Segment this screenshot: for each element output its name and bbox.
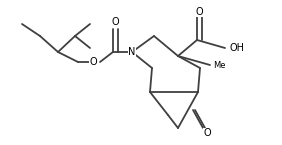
Text: N: N bbox=[128, 47, 136, 57]
Text: OH: OH bbox=[229, 43, 244, 53]
Text: O: O bbox=[111, 17, 119, 27]
Text: O: O bbox=[89, 57, 97, 67]
Text: Me: Me bbox=[213, 60, 226, 69]
Text: O: O bbox=[195, 7, 203, 17]
Text: O: O bbox=[203, 128, 211, 138]
